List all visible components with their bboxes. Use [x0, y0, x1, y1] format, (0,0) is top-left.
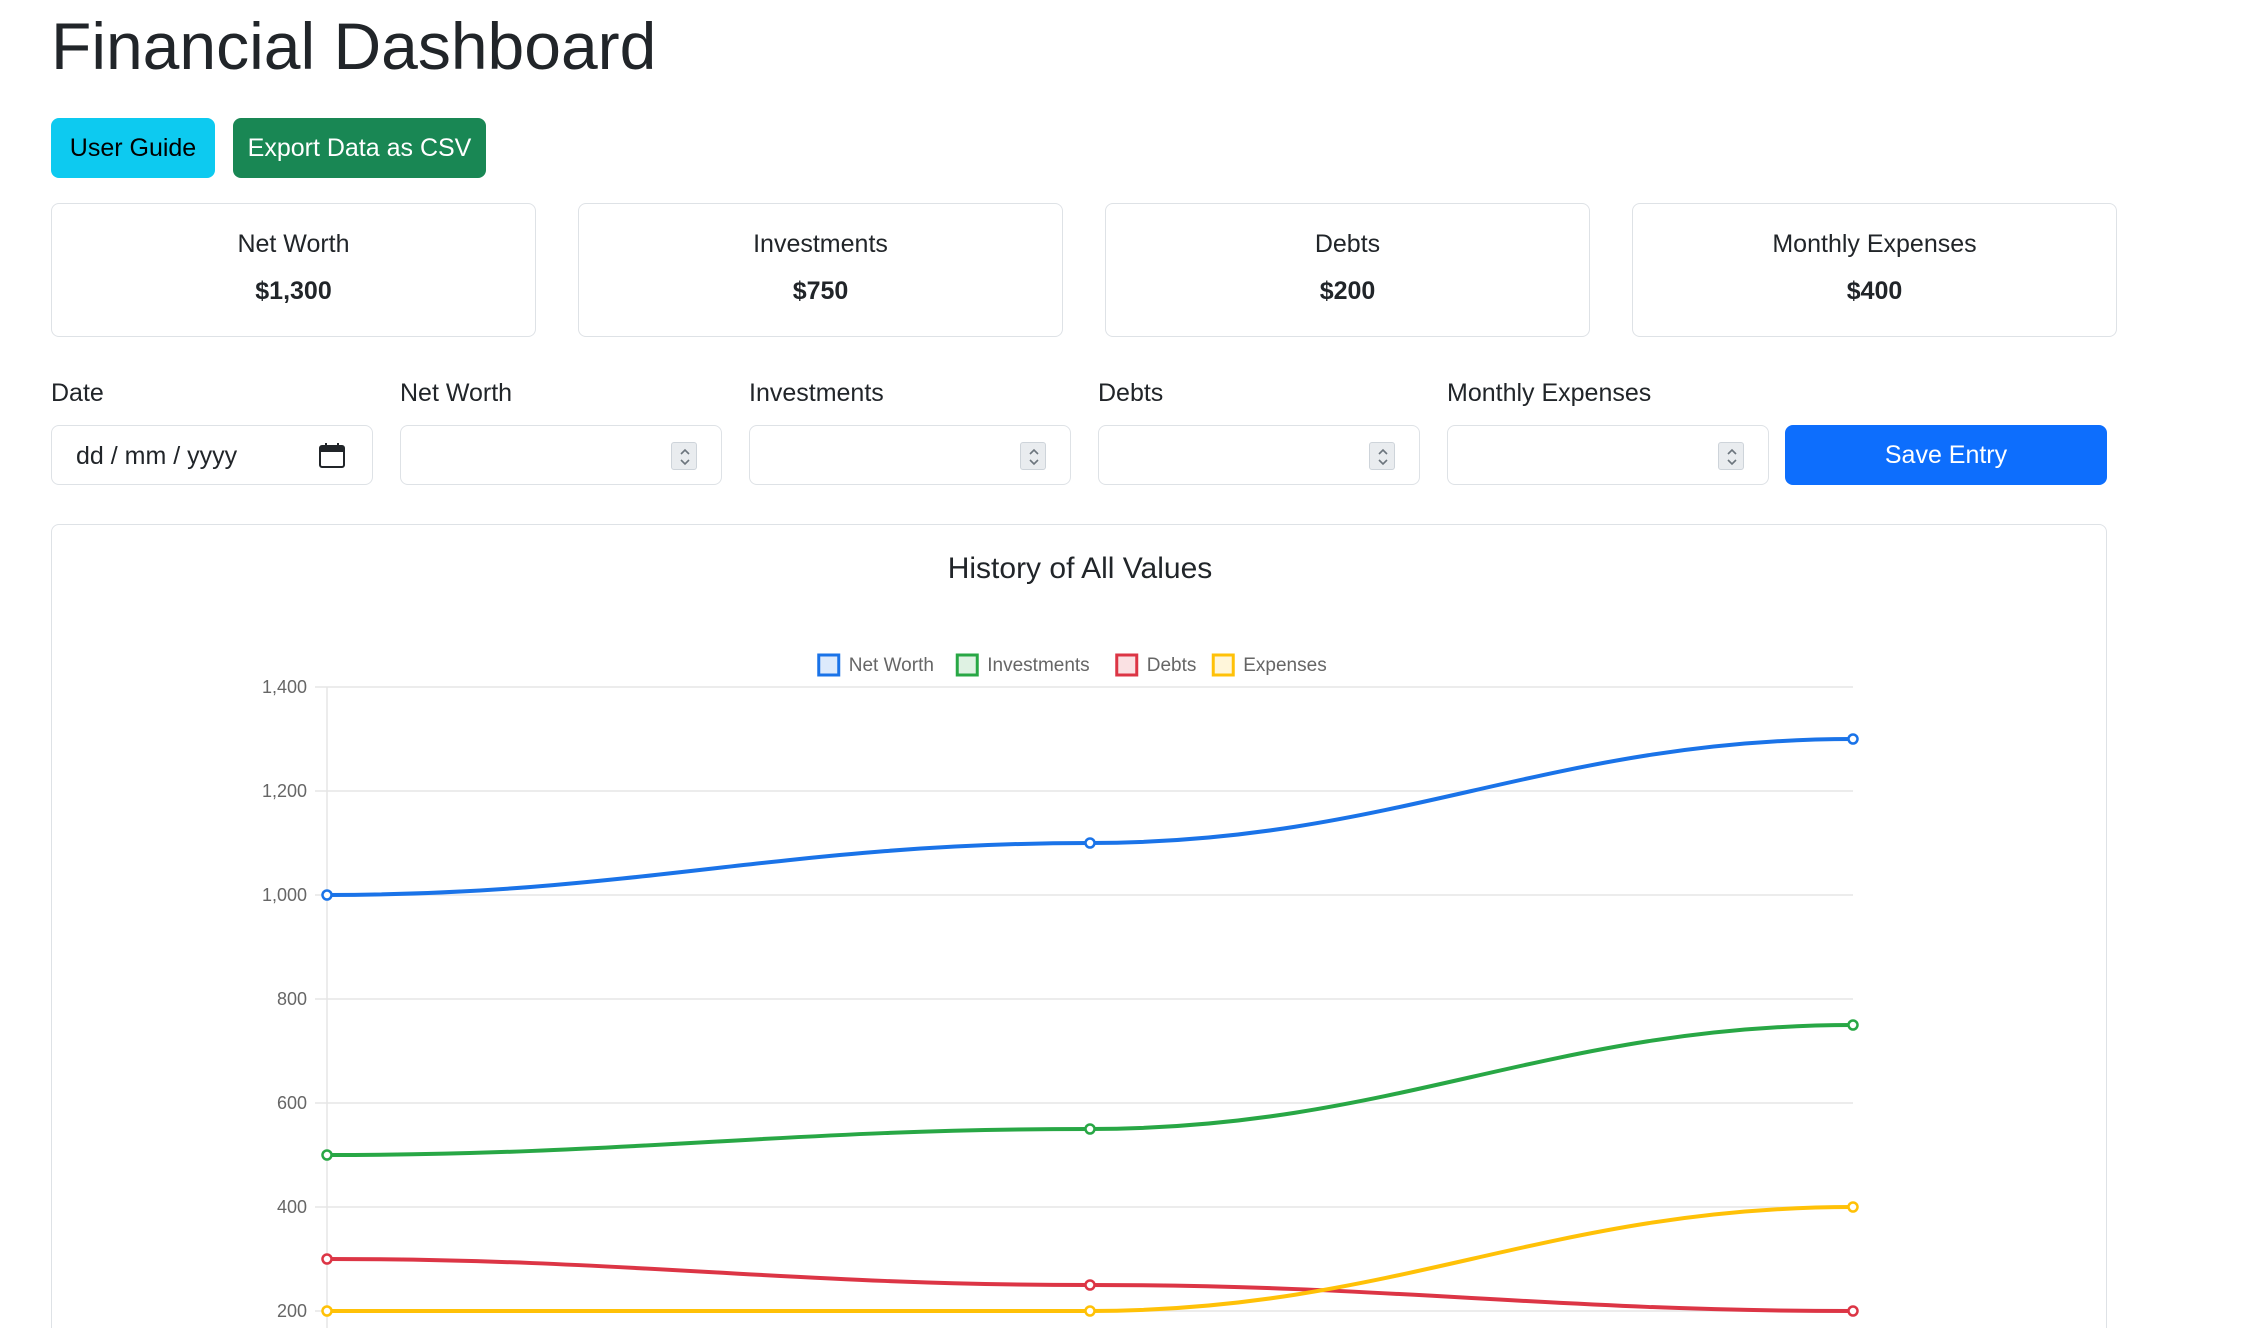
date-placeholder: dd / mm / yyyy [76, 442, 238, 470]
page-title: Financial Dashboard [51, 9, 657, 83]
data-point [1847, 733, 1859, 745]
data-point [1847, 1305, 1859, 1317]
y-tick-label: 1,200 [262, 781, 307, 801]
data-point [321, 1305, 333, 1317]
data-point [321, 889, 333, 901]
card-label: Investments [753, 230, 888, 258]
debts-card: Debts $200 [1105, 203, 1590, 337]
card-value: $400 [1846, 277, 1903, 305]
legend-swatch [1115, 653, 1139, 677]
history-chart-card: History of All Values 1,400 1,200 1,000 800… [51, 524, 2107, 1328]
spinner-icon[interactable] [1020, 442, 1046, 470]
net-worth-input[interactable] [400, 425, 722, 485]
history-chart: History of All Values 1,400 1,200 1,000 800… [262, 552, 1859, 1328]
net-worth-label: Net Worth [400, 379, 513, 407]
card-value: $750 [792, 277, 849, 305]
data-point [1847, 1201, 1859, 1213]
spinner-icon[interactable] [1718, 442, 1744, 470]
card-label: Monthly Expenses [1772, 230, 1977, 258]
investments-label: Investments [749, 379, 884, 407]
card-value: $200 [1319, 277, 1376, 305]
series-line [327, 1205, 1854, 1313]
user-guide-button[interactable]: User Guide [51, 118, 215, 178]
card-label: Debts [1314, 230, 1381, 258]
data-point [321, 1149, 333, 1161]
series-line [326, 737, 1854, 897]
investments-input[interactable] [749, 425, 1071, 485]
legend-swatch [955, 653, 979, 677]
y-tick-label: 200 [277, 1301, 307, 1321]
debts-input[interactable] [1098, 425, 1420, 485]
y-tick-label: 600 [277, 1093, 307, 1113]
legend-label: Investments [987, 655, 1089, 676]
data-point [1084, 1305, 1096, 1317]
date-label: Date [51, 379, 104, 407]
save-entry-button[interactable]: Save Entry [1785, 425, 2107, 485]
spinner-icon[interactable] [671, 442, 697, 470]
card-label: Net Worth [237, 230, 350, 258]
spinner-icon[interactable] [1369, 442, 1395, 470]
data-point [1084, 837, 1096, 849]
y-tick-label: 1,000 [262, 885, 307, 905]
legend-swatch [1211, 653, 1235, 677]
y-tick-label: 1,400 [262, 677, 307, 697]
net-worth-card: Net Worth $1,300 [51, 203, 536, 337]
monthly-expenses-label: Monthly Expenses [1447, 379, 1652, 407]
investments-card: Investments $750 [578, 203, 1063, 337]
series-line [326, 1023, 1854, 1157]
data-point [1084, 1279, 1096, 1291]
legend-swatch [817, 653, 841, 677]
data-point [1084, 1123, 1096, 1135]
date-input[interactable]: dd / mm / yyyy [51, 425, 373, 485]
card-value: $1,300 [255, 277, 332, 305]
monthly-expenses-card: Monthly Expenses $400 [1632, 203, 2117, 337]
debts-label: Debts [1098, 379, 1164, 407]
legend-label: Debts [1147, 655, 1197, 676]
data-point [1847, 1019, 1859, 1031]
chart-title: History of All Values [948, 552, 1213, 585]
y-tick-label: 400 [277, 1197, 307, 1217]
data-point [321, 1253, 333, 1265]
calendar-icon[interactable] [318, 441, 346, 469]
legend-label: Expenses [1243, 655, 1326, 676]
y-tick-label: 800 [277, 989, 307, 1009]
monthly-expenses-input[interactable] [1447, 425, 1769, 485]
export-csv-button[interactable]: Export Data as CSV [233, 118, 486, 178]
legend-label: Net Worth [849, 655, 934, 676]
